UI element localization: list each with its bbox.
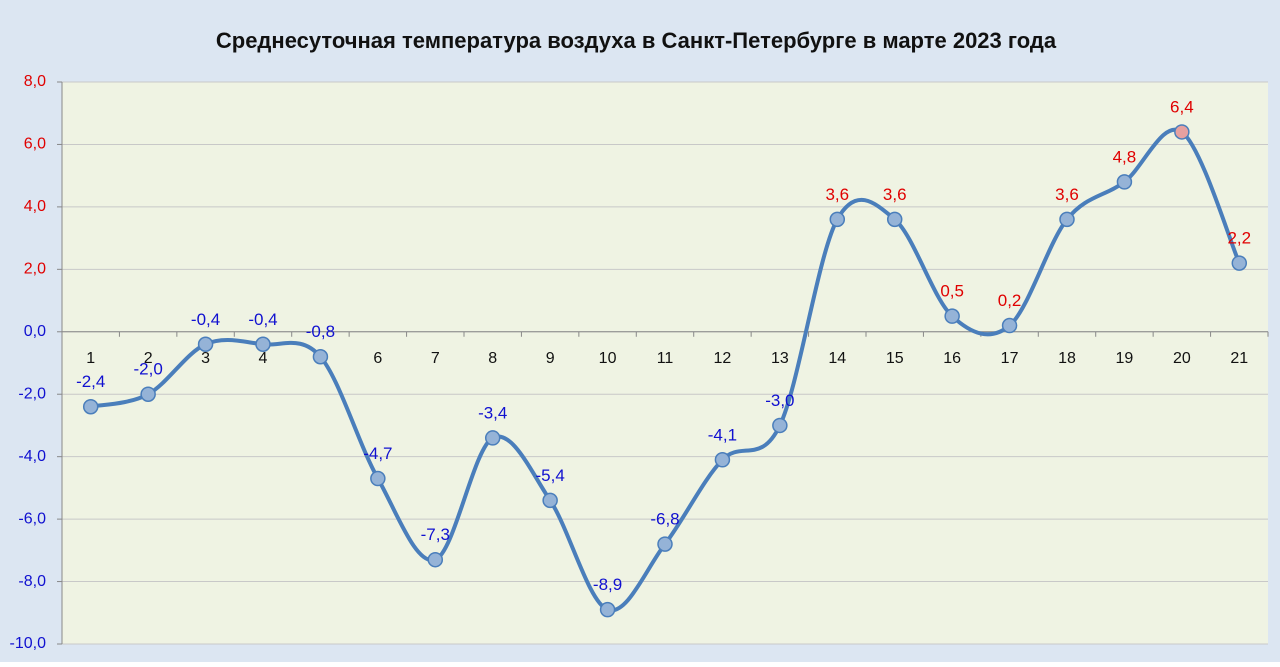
data-point — [1231, 255, 1248, 271]
data-point — [714, 452, 731, 468]
data-label: -0,4 — [191, 310, 220, 329]
y-tick-label: -10,0 — [10, 635, 47, 652]
data-point — [370, 470, 386, 487]
data-point — [427, 551, 444, 568]
data-label: -0,4 — [248, 310, 277, 329]
x-tick-label: 20 — [1173, 350, 1191, 367]
x-tick-label: 17 — [1001, 350, 1019, 367]
x-tick-label: 15 — [886, 350, 904, 367]
y-tick-label: 8,0 — [24, 73, 46, 90]
y-tick-label: -4,0 — [18, 448, 46, 465]
x-tick-label: 6 — [373, 350, 382, 367]
y-tick-label: 0,0 — [24, 323, 46, 340]
x-tick-label: 11 — [657, 350, 674, 367]
data-label: -3,0 — [765, 391, 794, 410]
data-label: -2,4 — [76, 372, 105, 391]
x-tick-label: 2 — [144, 350, 153, 367]
x-tick-label: 13 — [771, 350, 789, 367]
data-label: -4,1 — [708, 425, 737, 444]
x-tick-label: 8 — [488, 350, 497, 367]
y-tick-label: -6,0 — [18, 510, 46, 527]
data-point — [886, 211, 903, 228]
x-tick-label: 1 — [86, 350, 95, 367]
data-point — [657, 536, 673, 552]
x-tick-label: 16 — [943, 350, 961, 367]
data-point — [1174, 124, 1190, 140]
x-tick-label: 10 — [599, 350, 617, 367]
data-label: 6,4 — [1170, 97, 1194, 116]
y-tick-label: 4,0 — [24, 198, 46, 215]
data-label: -2,0 — [133, 360, 162, 379]
data-point — [599, 601, 616, 618]
data-label: -6,8 — [650, 510, 679, 529]
data-point — [542, 492, 558, 509]
x-tick-label: 19 — [1116, 350, 1134, 367]
x-tick-label: 7 — [431, 350, 440, 367]
x-tick-label: 3 — [201, 350, 210, 367]
y-tick-label: -8,0 — [18, 573, 46, 590]
y-tick-label: 6,0 — [24, 136, 46, 153]
x-tick-label: 18 — [1058, 350, 1076, 367]
data-label: 3,6 — [825, 185, 849, 204]
x-tick-label: 9 — [546, 350, 555, 367]
data-label: -3,4 — [478, 403, 507, 422]
data-label: 3,6 — [1055, 185, 1079, 204]
data-point — [484, 430, 501, 446]
data-point — [829, 211, 846, 228]
data-label: -7,3 — [421, 525, 450, 544]
data-point — [255, 336, 271, 353]
y-tick-label: 2,0 — [24, 261, 46, 278]
x-tick-label: 14 — [828, 350, 846, 367]
data-point — [312, 349, 329, 365]
data-label: 4,8 — [1113, 147, 1137, 166]
data-point — [1116, 174, 1133, 190]
data-point — [82, 398, 99, 415]
data-label: -0,8 — [306, 322, 335, 341]
data-point — [1001, 317, 1018, 334]
chart-title: Среднесуточная температура воздуха в Сан… — [216, 28, 1057, 53]
data-point — [772, 417, 788, 434]
data-label: -5,4 — [535, 466, 564, 485]
x-tick-label: 12 — [714, 350, 732, 367]
data-point — [197, 336, 214, 353]
data-label: 2,2 — [1227, 229, 1251, 248]
data-label: -4,7 — [363, 444, 392, 463]
data-label: 3,6 — [883, 185, 907, 204]
data-label: 0,2 — [998, 291, 1022, 310]
data-point — [944, 308, 960, 324]
data-point — [1059, 211, 1075, 228]
data-label: -8,9 — [593, 575, 622, 594]
x-tick-label: 4 — [259, 350, 268, 367]
data-label: 0,5 — [940, 282, 964, 301]
x-tick-label: 21 — [1230, 350, 1248, 367]
data-point — [140, 386, 156, 402]
y-tick-label: -2,0 — [18, 385, 46, 402]
